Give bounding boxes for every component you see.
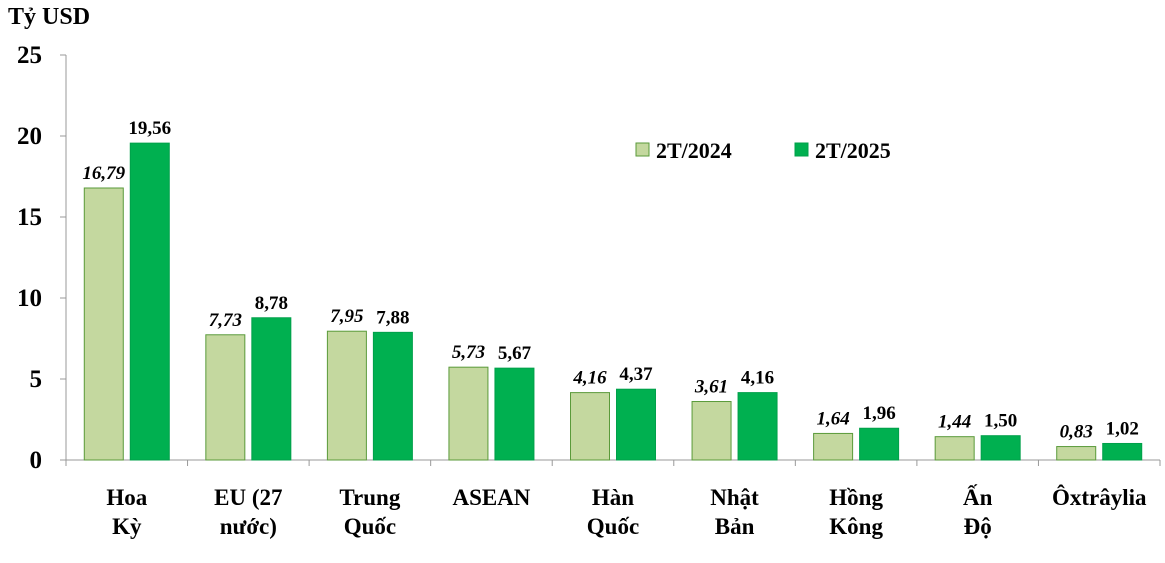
- data-label: 5,67: [498, 343, 532, 364]
- axes: 0 5 10 15 20 25: [17, 42, 1161, 474]
- category-label-line: nước): [220, 514, 277, 539]
- data-label: 7,88: [376, 307, 409, 328]
- category-labels: Hoa Kỳ EU (27 nước) Trung Quốc ASEAN Hàn Quốc Nhậ…: [106, 484, 1147, 539]
- data-label: 1,44: [938, 412, 971, 433]
- y-axis-unit-label: Tỷ USD: [8, 4, 91, 30]
- y-tick-label: 10: [17, 285, 42, 312]
- data-label: 3,61: [694, 377, 728, 398]
- data-label: 4,37: [619, 364, 653, 385]
- data-label: 1,64: [816, 408, 849, 429]
- bar-2025: [251, 317, 292, 461]
- bar-2025: [129, 142, 170, 461]
- bar-2025: [1102, 442, 1143, 461]
- legend: 2T/2024 2T/2025: [635, 138, 891, 163]
- category-label: Nhật Bản: [710, 485, 759, 539]
- category-label: Hoa Kỳ: [106, 485, 147, 539]
- data-labels: 16,79 19,56 7,73 8,78 7,95 7,88 5,73 5,67 4,16 4,…: [82, 118, 1138, 442]
- data-label: 4,16: [741, 368, 774, 389]
- data-label: 0,83: [1060, 422, 1093, 443]
- category-label-line: Kông: [829, 514, 883, 539]
- y-tick-label: 25: [17, 42, 42, 69]
- data-label: 1,96: [862, 403, 895, 424]
- category-label: Ôxtrâylia: [1052, 484, 1147, 510]
- data-label: 8,78: [255, 293, 288, 314]
- category-label: Hàn Quốc: [587, 485, 639, 539]
- data-label: 4,16: [572, 368, 607, 389]
- bar-2024: [934, 436, 975, 461]
- bar-2025: [737, 392, 778, 461]
- category-label-line: Hàn: [592, 485, 634, 510]
- bar-2024: [1056, 446, 1097, 461]
- data-label: 7,95: [330, 306, 364, 327]
- category-label-line: Hoa: [106, 485, 147, 510]
- category-label: ASEAN: [452, 485, 530, 510]
- data-label: 16,79: [82, 163, 125, 184]
- bar-2025: [372, 331, 413, 461]
- category-label-line: Ôxtrâylia: [1052, 484, 1147, 510]
- y-tick-label: 20: [17, 123, 42, 150]
- bar-2024: [326, 330, 367, 461]
- y-tick-label: 0: [30, 447, 43, 474]
- y-tick-label: 15: [17, 204, 42, 231]
- data-label: 5,73: [452, 342, 485, 363]
- bar-2025: [494, 367, 535, 461]
- bar-2024: [813, 432, 854, 461]
- category-label: Ấn Độ: [963, 484, 993, 539]
- bar-2024: [570, 392, 610, 461]
- bar-2024: [691, 401, 732, 461]
- y-tick-label: 5: [30, 366, 43, 393]
- category-label-line: Bản: [715, 514, 755, 539]
- category-label-line: Quốc: [344, 514, 396, 539]
- legend-swatch: [794, 142, 809, 157]
- data-label: 1,50: [984, 411, 1017, 432]
- category-label-line: Quốc: [587, 514, 639, 539]
- bar-2025: [980, 435, 1021, 461]
- bar-2025: [859, 427, 900, 461]
- data-label: 7,73: [209, 310, 242, 331]
- category-label-line: Hồng: [829, 485, 883, 510]
- category-label: Trung Quốc: [339, 485, 400, 539]
- bar-2025: [616, 388, 656, 461]
- category-label-line: Ấn: [963, 484, 993, 510]
- legend-label: 2T/2024: [656, 138, 732, 163]
- bar-2024: [83, 187, 124, 461]
- category-label-line: Nhật: [710, 485, 759, 510]
- category-label: Hồng Kông: [829, 485, 883, 539]
- category-label-line: ASEAN: [452, 485, 530, 510]
- legend-label: 2T/2025: [815, 138, 891, 163]
- data-label: 1,02: [1106, 418, 1139, 439]
- category-label-line: Độ: [964, 514, 992, 539]
- bars: [83, 142, 1143, 461]
- bar-2024: [205, 334, 246, 461]
- legend-swatch: [635, 142, 650, 157]
- data-label: 19,56: [128, 118, 171, 139]
- bar-2024: [448, 366, 489, 461]
- category-label-line: EU (27: [214, 485, 282, 510]
- category-label-line: Kỳ: [112, 514, 142, 539]
- category-label: EU (27 nước): [214, 485, 282, 539]
- category-label-line: Trung: [339, 485, 400, 510]
